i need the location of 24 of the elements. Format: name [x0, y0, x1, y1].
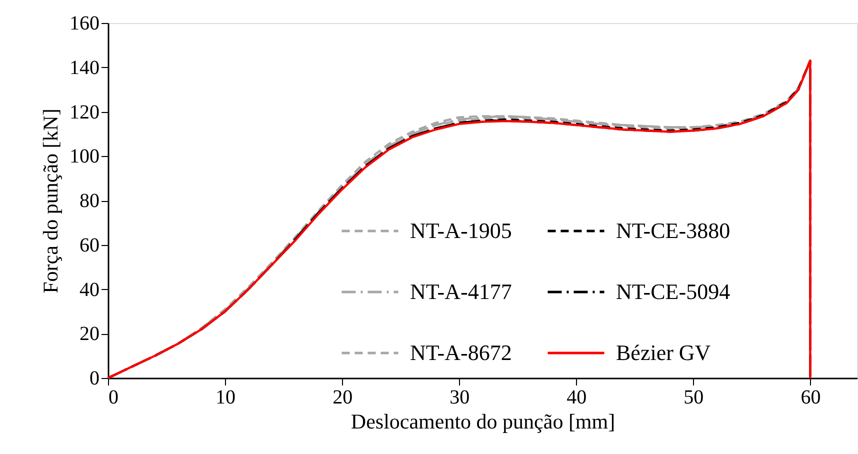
y-tick-label: 60 [80, 234, 100, 256]
legend-label: NT-A-4177 [410, 279, 512, 304]
y-tick-label: 100 [70, 146, 100, 168]
y-tick-label: 160 [70, 12, 100, 34]
x-axis-title: Deslocamento do punção [mm] [350, 410, 616, 434]
y-tick-label: 0 [90, 368, 100, 390]
y-axis-title: Força do punção [kN] [38, 108, 62, 294]
y-tick-label: 80 [80, 190, 100, 212]
y-tick-label: 140 [70, 56, 100, 79]
x-tick-label: 60 [800, 386, 821, 408]
y-tick-label: 120 [70, 101, 100, 124]
legend-label: NT-CE-3880 [616, 218, 730, 243]
legend-label: NT-CE-5094 [616, 279, 730, 304]
x-tick-label: 0 [108, 386, 118, 408]
x-tick-label: 10 [216, 386, 236, 408]
x-tick-label: 40 [566, 386, 587, 408]
x-tick-label: 30 [450, 386, 470, 408]
y-tick-label: 40 [80, 278, 100, 301]
x-tick-label: 50 [684, 386, 704, 408]
legend-label: NT-A-1905 [410, 218, 512, 243]
y-tick-label: 20 [80, 323, 100, 346]
x-tick-label: 20 [332, 386, 353, 408]
legend-label: NT-A-8672 [410, 340, 512, 365]
legend-label: Bézier GV [616, 340, 711, 365]
